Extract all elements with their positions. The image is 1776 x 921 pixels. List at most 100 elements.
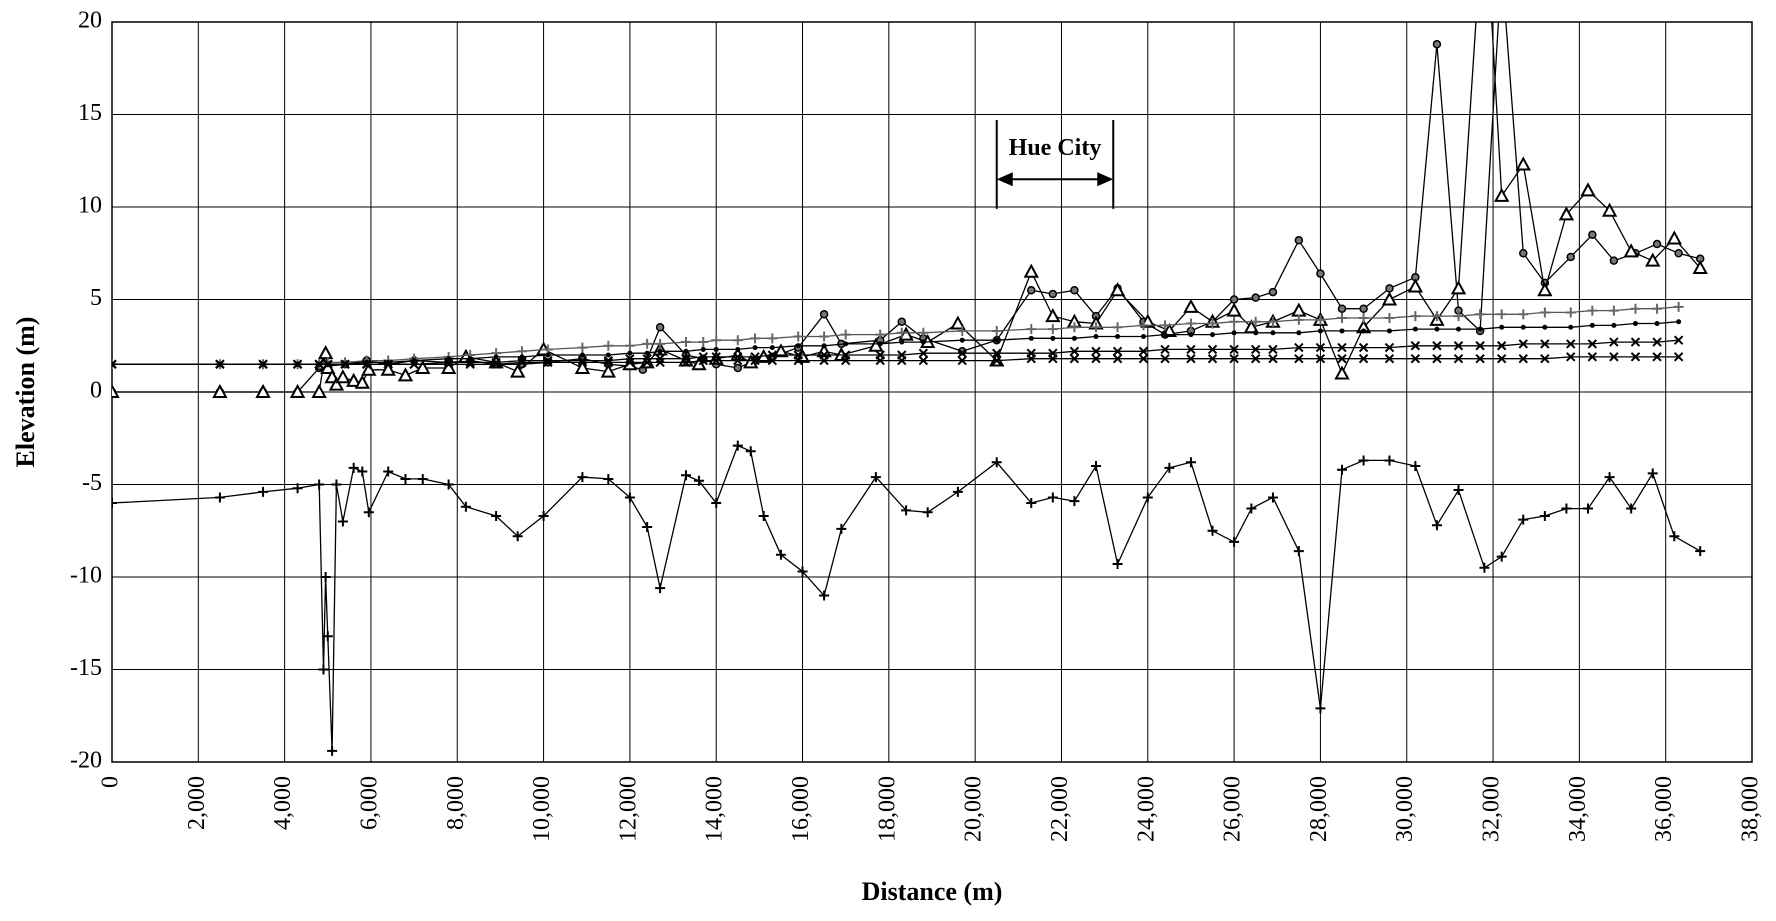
series-line: [112, 306, 1679, 365]
series-line: [112, 356, 1679, 365]
data-point: [1027, 286, 1036, 295]
data-point: [1070, 286, 1079, 295]
data-point: [1091, 322, 1101, 333]
data-point: [1268, 353, 1278, 364]
data-point: [1496, 309, 1507, 320]
data-point: [733, 355, 743, 366]
data-point: [1561, 503, 1572, 514]
data-point: [1432, 39, 1442, 49]
data-point: [1609, 337, 1619, 347]
data-point: [1186, 353, 1196, 364]
data-point: [1140, 334, 1146, 339]
data-point: [1050, 335, 1056, 341]
data-point: [992, 348, 1002, 358]
x-tick-label: 16,000: [788, 776, 814, 842]
x-tick-label: 12,000: [615, 776, 641, 842]
data-point: [1587, 339, 1598, 349]
y-tick-label: 20: [78, 8, 102, 34]
data-point: [1626, 503, 1637, 514]
data-point: [1453, 341, 1464, 351]
data-point: [512, 531, 523, 542]
data-point: [1023, 263, 1039, 278]
x-tick-label: 24,000: [1133, 776, 1159, 842]
data-point: [1566, 352, 1576, 362]
data-point: [1410, 461, 1421, 471]
data-point: [443, 479, 454, 490]
series-group: [112, 22, 1708, 756]
data-point: [991, 457, 1002, 468]
data-point: [1229, 344, 1239, 355]
data-point: [577, 357, 588, 368]
data-point: [1539, 307, 1550, 318]
x-tick-label: 36,000: [1651, 776, 1677, 842]
data-point: [292, 483, 303, 494]
data-point: [1695, 546, 1706, 557]
data-point: [1047, 492, 1058, 503]
grid-lines: [111, 21, 1753, 763]
data-point: [361, 361, 377, 376]
data-point: [655, 323, 665, 332]
data-point: [642, 338, 653, 349]
data-point: [1566, 339, 1576, 349]
data-point: [328, 376, 345, 391]
data-point: [1359, 304, 1368, 313]
data-point: [1294, 353, 1304, 364]
data-point: [698, 352, 708, 362]
data-point: [1231, 330, 1237, 336]
data-point: [1608, 305, 1619, 316]
data-point: [322, 631, 333, 642]
data-point: [255, 383, 271, 398]
data-point: [1384, 455, 1395, 466]
data-point: [1623, 243, 1639, 258]
data-point: [897, 317, 907, 326]
data-point: [543, 357, 553, 368]
data-point: [603, 355, 614, 366]
data-point: [1207, 318, 1218, 329]
data-point: [415, 359, 431, 374]
data-point: [348, 462, 359, 473]
data-point: [875, 329, 886, 340]
data-point: [1185, 457, 1196, 468]
data-point: [1246, 503, 1257, 514]
data-point: [1604, 472, 1615, 483]
data-point: [950, 315, 966, 330]
data-point: [1048, 353, 1058, 364]
data-point: [380, 361, 396, 376]
data-point: [625, 357, 635, 368]
data-point: [1515, 156, 1531, 171]
annotation-label: Hue City: [1009, 135, 1102, 161]
data-point: [1475, 309, 1486, 320]
data-point: [899, 339, 905, 345]
data-point: [337, 516, 348, 527]
data-point: [1226, 302, 1242, 317]
data-point: [465, 357, 475, 368]
data-point: [383, 359, 393, 369]
x-tick-label: 18,000: [874, 776, 900, 842]
data-point: [1250, 344, 1261, 355]
annotation-hue-city: Hue City: [995, 120, 1115, 209]
data-point: [1496, 551, 1507, 562]
data-point: [624, 340, 635, 351]
data-point: [1386, 328, 1392, 334]
data-point: [1361, 328, 1367, 334]
data-point: [400, 473, 411, 484]
data-point: [1069, 322, 1080, 333]
data-point: [795, 343, 801, 349]
data-point: [1112, 353, 1123, 364]
data-point: [577, 472, 588, 483]
data-point: [1496, 341, 1507, 351]
data-point: [1091, 353, 1101, 364]
data-point: [1587, 352, 1598, 362]
x-tick-label: 22,000: [1047, 776, 1073, 842]
data-point: [769, 345, 775, 351]
data-point: [1453, 311, 1464, 322]
data-point: [1188, 332, 1194, 338]
data-point: [1026, 324, 1037, 335]
y-tick-label: 0: [90, 378, 102, 404]
data-point: [1267, 492, 1278, 503]
data-point: [1358, 455, 1369, 466]
x-tick-label: 26,000: [1220, 776, 1246, 842]
data-point: [1475, 353, 1485, 364]
data-point: [258, 486, 269, 497]
data-point: [821, 343, 827, 349]
